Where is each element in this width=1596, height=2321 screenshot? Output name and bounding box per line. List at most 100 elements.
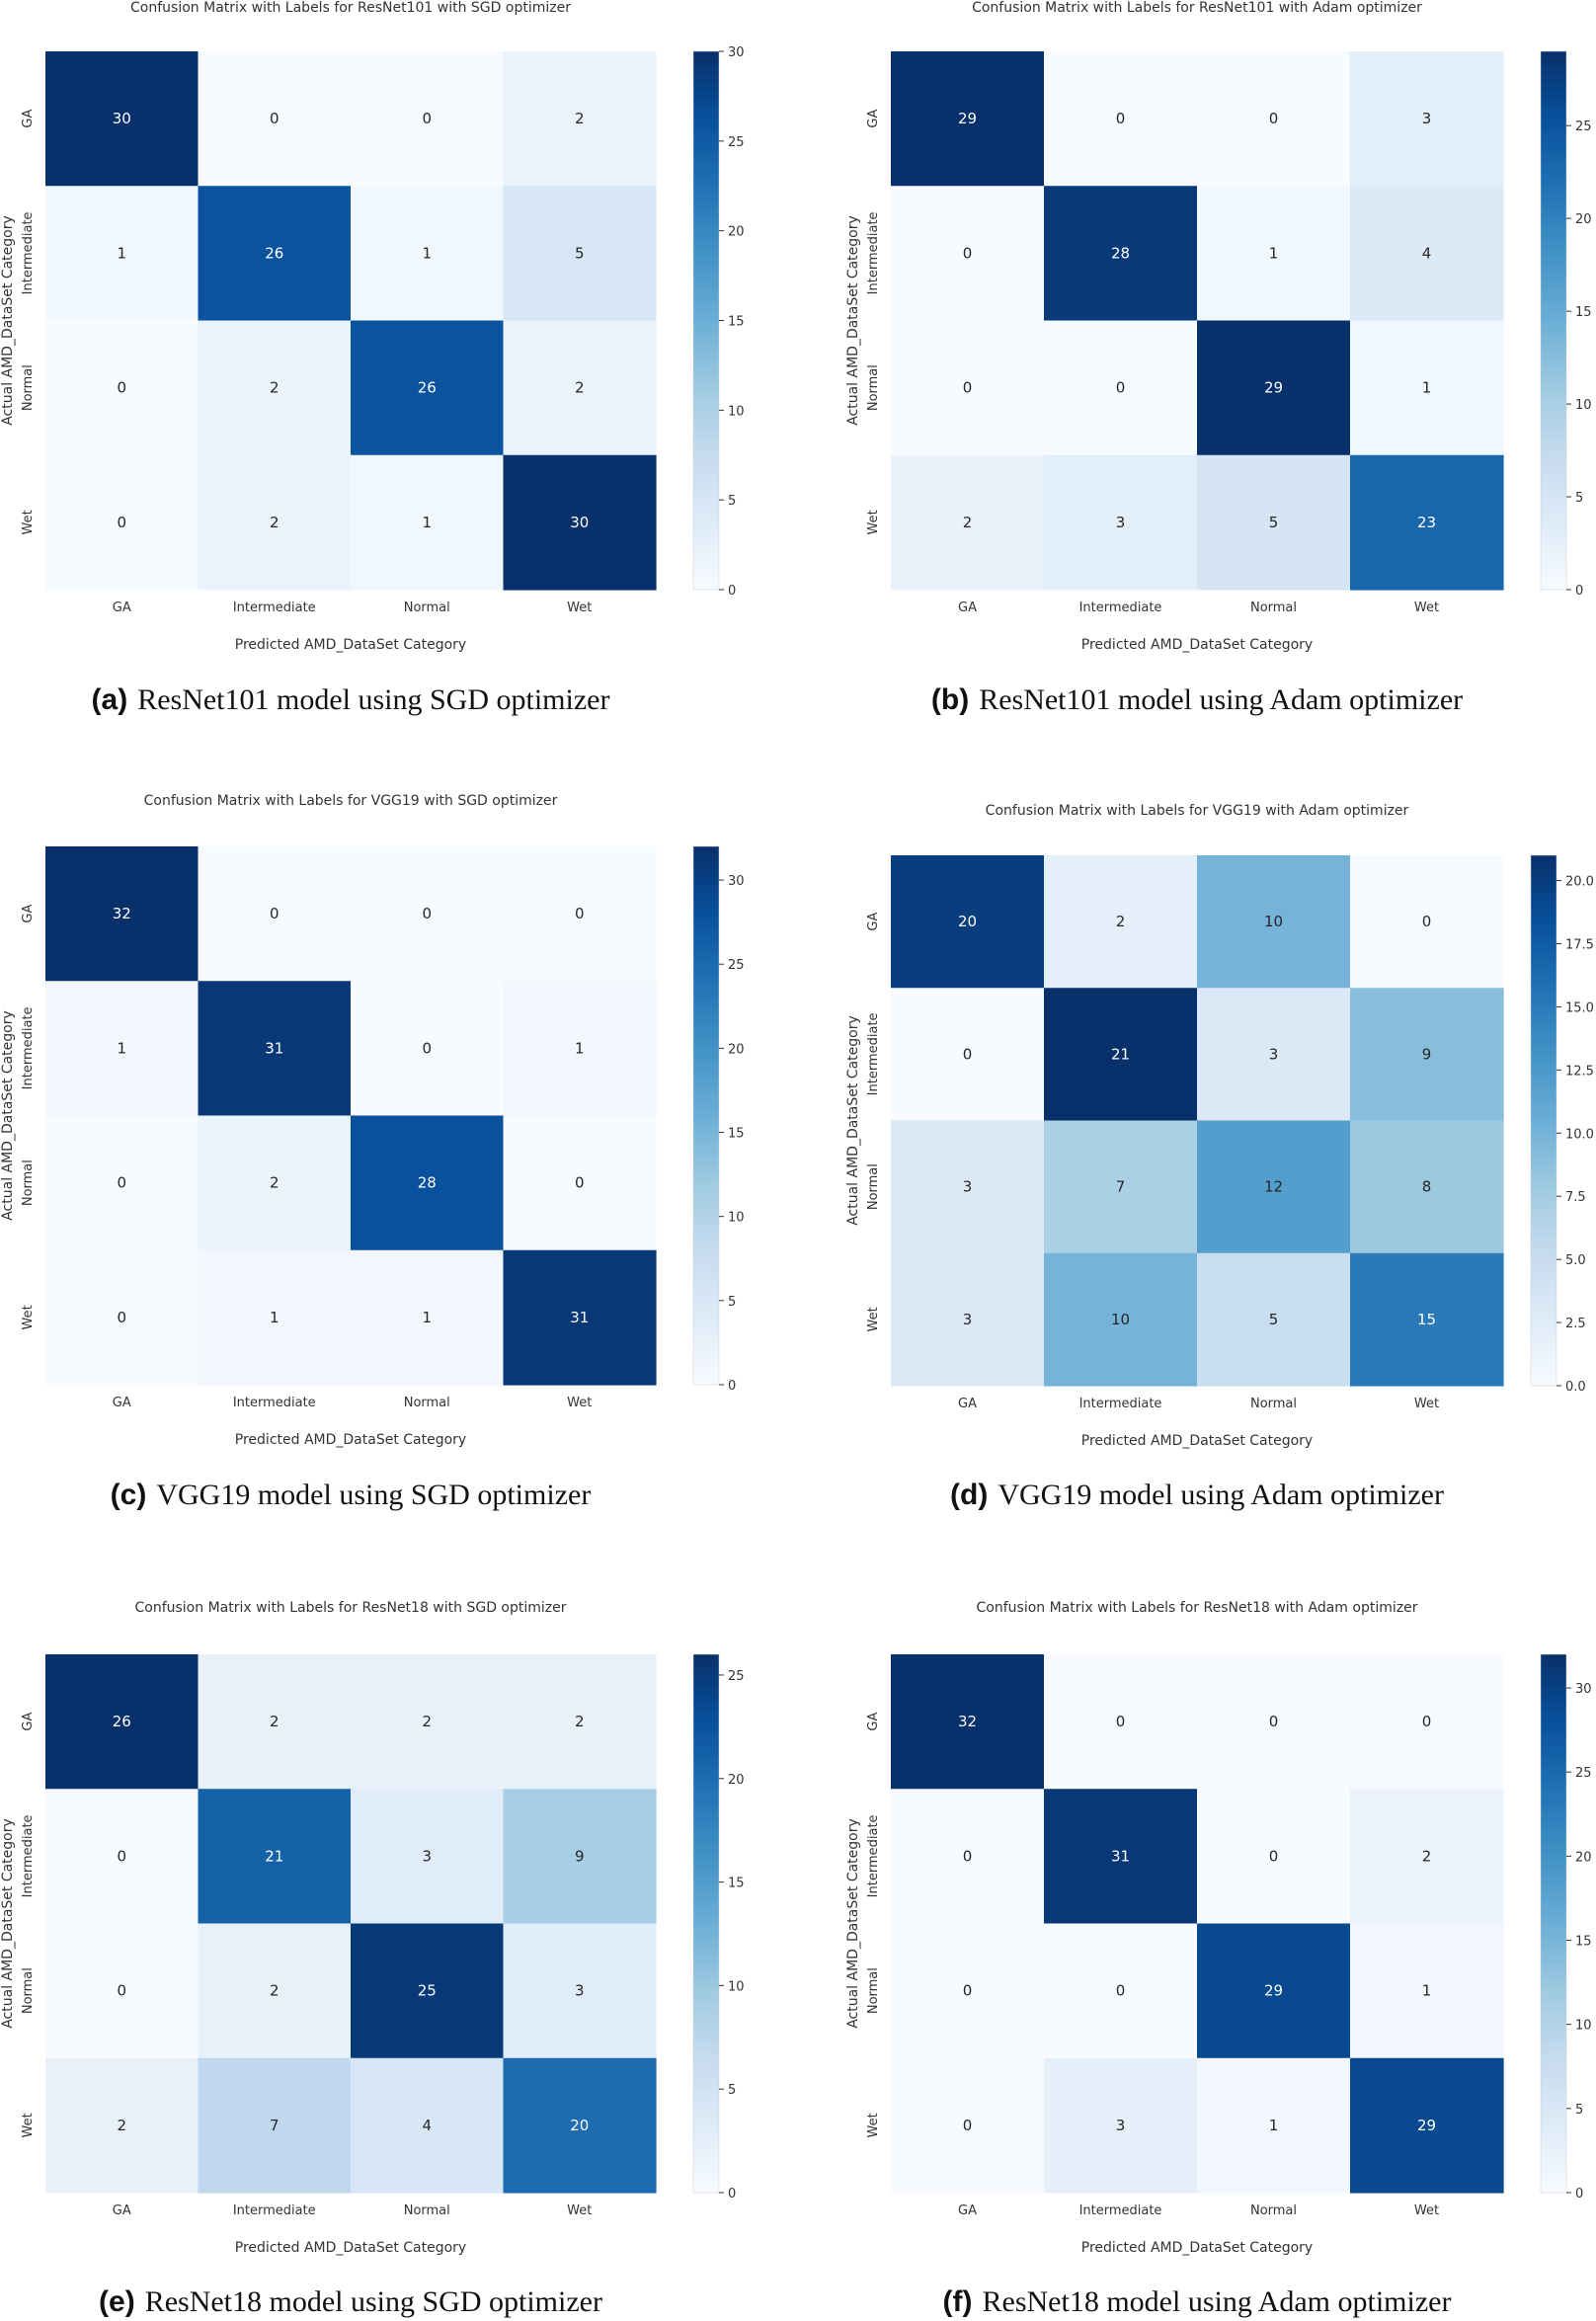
colorbar-tick-label: 12.5 bbox=[1565, 1064, 1594, 1079]
subfigure-caption: (b) ResNet101 model using Adam optimizer bbox=[931, 683, 1463, 716]
cell-value-label: 0 bbox=[963, 379, 973, 397]
x-tick-label: GA bbox=[958, 1397, 977, 1411]
cell-value-label: 31 bbox=[265, 1039, 283, 1057]
x-tick-label: Normal bbox=[404, 600, 450, 615]
colorbar-tick-label: 25 bbox=[1575, 120, 1592, 134]
heatmap-cell bbox=[1044, 1654, 1198, 1790]
heatmap-cell bbox=[1350, 1789, 1504, 1925]
cell-value-label: 0 bbox=[117, 1309, 126, 1326]
colorbar-tick-label: 5 bbox=[728, 1295, 736, 1310]
colorbar-tick-label: 5 bbox=[1575, 2103, 1583, 2118]
cell-value-label: 1 bbox=[117, 1039, 126, 1057]
subfigure-caption: (f) ResNet18 model using Adam optimizer bbox=[943, 2285, 1452, 2318]
colorbar-tick-label: 15 bbox=[1575, 305, 1592, 320]
heatmap-cell bbox=[198, 454, 352, 591]
heatmap-cell bbox=[1197, 1789, 1351, 1925]
cell-value-label: 0 bbox=[1116, 1713, 1126, 1730]
cell-value-label: 12 bbox=[1264, 1178, 1283, 1196]
y-tick-label: Intermediate bbox=[866, 1814, 881, 1897]
heatmap-cell bbox=[503, 1249, 657, 1386]
heatmap-cell bbox=[1350, 320, 1504, 456]
heatmap-cell bbox=[503, 981, 657, 1117]
cell-value-label: 26 bbox=[265, 244, 283, 262]
heatmap-cell bbox=[1350, 51, 1504, 187]
heatmap-cell bbox=[1044, 1120, 1198, 1254]
heatmap-cell bbox=[351, 1923, 505, 2059]
colorbar-tick-label: 10.0 bbox=[1565, 1127, 1594, 1142]
heatmap-cell bbox=[503, 1789, 657, 1925]
colorbar-tick-label: 7.5 bbox=[1565, 1190, 1586, 1205]
x-tick-label: GA bbox=[958, 2203, 977, 2218]
heatmap-cell bbox=[1044, 2057, 1198, 2194]
cell-value-label: 10 bbox=[1264, 913, 1283, 930]
heatmap-cell bbox=[1350, 454, 1504, 591]
heatmap-cell bbox=[1197, 1923, 1351, 2059]
cell-value-label: 1 bbox=[1269, 244, 1279, 262]
heatmap-cell bbox=[891, 186, 1045, 322]
heatmap-cell bbox=[1350, 2057, 1504, 2194]
caption-text: VGG19 model using SGD optimizer bbox=[156, 1479, 591, 1511]
cell-value-label: 3 bbox=[1422, 110, 1432, 127]
heatmap-cell bbox=[198, 846, 352, 982]
cell-value-label: 3 bbox=[1116, 514, 1126, 531]
y-tick-label: Normal bbox=[21, 1160, 36, 1206]
x-tick-label: Intermediate bbox=[1079, 600, 1162, 615]
cell-value-label: 1 bbox=[1422, 1982, 1432, 2000]
x-tick-label: GA bbox=[113, 600, 131, 615]
caption-letter: (f) bbox=[943, 2285, 973, 2318]
y-axis-label: Actual AMD_DataSet Category bbox=[845, 1818, 861, 2029]
cell-value-label: 25 bbox=[418, 1982, 437, 2000]
cell-value-label: 0 bbox=[575, 905, 585, 922]
confusion-matrix-panel-f: Confusion Matrix with Labels for ResNet1… bbox=[845, 1600, 1592, 2318]
cell-value-label: 1 bbox=[422, 514, 432, 531]
cell-value-label: 0 bbox=[1422, 1713, 1432, 1730]
heatmap-cell bbox=[1197, 1120, 1351, 1254]
caption-letter: (a) bbox=[92, 683, 128, 716]
confusion-matrix-panel-a: Confusion Matrix with Labels for ResNet1… bbox=[0, 0, 745, 716]
y-tick-label: GA bbox=[866, 110, 881, 128]
heatmap-cell bbox=[1197, 1252, 1351, 1387]
cell-value-label: 0 bbox=[963, 2117, 973, 2134]
heatmap-cell bbox=[198, 320, 352, 456]
heatmap-cell bbox=[45, 1115, 200, 1251]
y-tick-label: Intermediate bbox=[21, 211, 36, 294]
chart-title: Confusion Matrix with Labels for ResNet1… bbox=[972, 0, 1422, 16]
heatmap-cell bbox=[1044, 988, 1198, 1122]
cell-value-label: 2 bbox=[270, 379, 279, 397]
cell-value-label: 2 bbox=[270, 514, 279, 531]
heatmap-cell bbox=[1197, 1654, 1351, 1790]
cell-value-label: 2 bbox=[575, 1713, 585, 1730]
heatmap-cell bbox=[1197, 320, 1351, 456]
cell-value-label: 2 bbox=[575, 379, 585, 397]
heatmap-cell bbox=[45, 320, 200, 456]
y-tick-label: GA bbox=[21, 905, 36, 923]
heatmap-cell bbox=[1044, 186, 1198, 322]
heatmap-cell bbox=[198, 186, 352, 322]
colorbar-tick-label: 30 bbox=[728, 874, 745, 889]
cell-value-label: 32 bbox=[958, 1713, 977, 1730]
cell-value-label: 2 bbox=[117, 2117, 126, 2134]
y-tick-label: Wet bbox=[21, 2113, 36, 2137]
cell-value-label: 2 bbox=[1116, 913, 1126, 930]
chart-title: Confusion Matrix with Labels for VGG19 w… bbox=[986, 803, 1409, 819]
heatmap-cell bbox=[503, 51, 657, 187]
y-tick-label: GA bbox=[21, 110, 36, 128]
caption-letter: (d) bbox=[950, 1479, 988, 1511]
y-axis-label: Actual AMD_DataSet Category bbox=[0, 215, 16, 426]
heatmap-cell bbox=[891, 1120, 1045, 1254]
heatmap-cell bbox=[198, 2057, 352, 2194]
heatmap-cell bbox=[1350, 1120, 1504, 1254]
heatmap-cell bbox=[1044, 1923, 1198, 2059]
y-tick-label: Normal bbox=[866, 364, 881, 411]
colorbar-tick-label: 0 bbox=[1575, 2187, 1583, 2201]
y-tick-label: Wet bbox=[866, 1307, 881, 1331]
cell-value-label: 3 bbox=[575, 1982, 585, 2000]
caption-letter: (b) bbox=[931, 683, 969, 716]
x-tick-label: Wet bbox=[567, 2203, 592, 2218]
cell-value-label: 4 bbox=[422, 2117, 432, 2134]
cell-value-label: 2 bbox=[963, 514, 973, 531]
colorbar bbox=[692, 845, 720, 1386]
heatmap-cell bbox=[891, 454, 1045, 591]
cell-value-label: 5 bbox=[1269, 514, 1279, 531]
